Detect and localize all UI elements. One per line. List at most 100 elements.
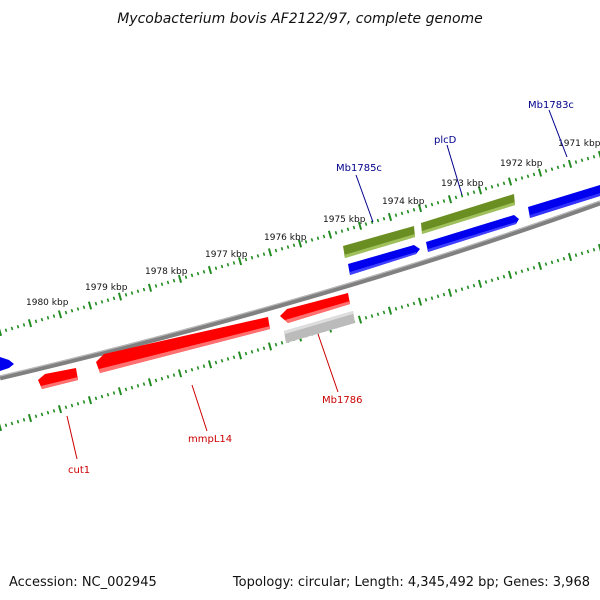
reverse-track-tick: [87, 396, 93, 405]
gene-label-cut1[interactable]: cut1: [68, 465, 90, 476]
forward-track-tick: [376, 218, 380, 223]
forward-track-tick: [0, 328, 3, 337]
gene-label-mb1785c[interactable]: Mb1785c: [336, 163, 382, 174]
genome-backbone-highlight: [0, 200, 600, 377]
kbp-label: 1979 kbp: [85, 283, 128, 293]
forward-track-tick: [532, 172, 536, 177]
reverse-track-tick: [190, 367, 194, 372]
reverse-track-tick: [544, 262, 548, 266]
gene-mmpl14-shadow: [99, 326, 270, 373]
forward-track-tick: [147, 283, 153, 292]
reverse-track-tick: [526, 267, 530, 272]
kbp-label: 1972 kbp: [500, 159, 543, 169]
reverse-track-tick: [202, 364, 206, 368]
reverse-track-tick: [4, 423, 8, 427]
reverse-track-tick: [154, 378, 158, 383]
reverse-track-tick: [40, 412, 44, 417]
reverse-track-tick: [214, 360, 218, 365]
reverse-track-tick: [46, 410, 50, 415]
gene-label-mb1783c[interactable]: Mb1783c: [528, 100, 574, 111]
gene-grey-reverse-shadow: [284, 311, 353, 334]
forward-track-tick: [250, 255, 254, 260]
gene-blue-forward-2-shadow: [350, 252, 416, 275]
reverse-track-tick: [520, 269, 524, 274]
forward-track-tick: [262, 252, 266, 256]
forward-track-tick: [304, 239, 308, 244]
forward-track-tick: [286, 245, 290, 249]
forward-track-tick: [544, 169, 548, 173]
forward-track-tick: [57, 310, 63, 319]
forward-track-tick: [454, 195, 458, 200]
reverse-track-tick: [10, 421, 14, 426]
reverse-track-tick: [406, 303, 410, 308]
forward-track-tick: [100, 300, 104, 304]
reverse-track-tick: [130, 385, 134, 390]
forward-track-tick: [580, 158, 584, 163]
leader-mb1783c: [548, 109, 568, 158]
forward-track-tick: [274, 248, 278, 253]
reverse-track-tick: [142, 382, 146, 386]
gene-label-mb1786[interactable]: Mb1786: [322, 395, 362, 406]
leader-mb1786: [317, 333, 339, 393]
forward-track-tick: [244, 257, 248, 262]
reverse-track-tick: [250, 350, 254, 354]
forward-track-tick: [70, 308, 74, 313]
forward-track-tick: [177, 274, 183, 283]
forward-track-tick: [237, 257, 243, 266]
reverse-track-tick: [477, 279, 483, 288]
reverse-track-tick: [237, 351, 243, 360]
gene-grey-reverse[interactable]: [284, 311, 355, 343]
gene-cut1-shadow: [41, 377, 78, 389]
reverse-track-tick: [34, 414, 38, 419]
forward-track-tick: [184, 275, 188, 279]
gene-mb1783c[interactable]: [528, 185, 600, 218]
reverse-track-tick: [447, 288, 453, 297]
gene-plcd-shadow: [422, 202, 515, 234]
forward-track-tick: [280, 247, 284, 251]
forward-track-tick: [10, 326, 14, 331]
forward-track-tick: [490, 185, 494, 189]
forward-track-tick: [87, 301, 93, 310]
forward-track-tick: [550, 167, 554, 171]
gene-mb1785c-shadow: [344, 234, 415, 258]
leader-mmpl14: [191, 384, 208, 432]
reverse-track-tick: [592, 248, 596, 252]
kbp-label: 1971 kbp: [558, 139, 600, 149]
gene-labels: Mb1783c plcD Mb1785c Mb1786 mmpL14 cut1: [68, 100, 574, 476]
accession-text: Accession: NC_002945: [9, 575, 157, 590]
forward-track-tick: [82, 305, 86, 310]
forward-track-tick: [556, 165, 560, 170]
reverse-track-tick: [466, 285, 470, 290]
gene-cut1[interactable]: [38, 368, 78, 389]
forward-track-tick: [214, 266, 218, 271]
forward-track-tick: [592, 154, 596, 159]
forward-track-tick: [436, 201, 440, 205]
reverse-track-tick: [27, 413, 33, 423]
reverse-track-tick: [412, 301, 416, 306]
leader-plcd: [446, 144, 463, 196]
forward-track-tick: [292, 243, 296, 248]
reverse-genes: [38, 293, 355, 389]
forward-track-tick: [220, 264, 224, 269]
reverse-track-tick: [357, 315, 363, 324]
forward-track-tick: [154, 284, 158, 288]
reverse-track-tick: [232, 355, 236, 359]
gene-label-plcd[interactable]: plcD: [434, 135, 457, 146]
forward-track-tick: [466, 192, 470, 196]
reverse-track-tick: [280, 341, 284, 345]
forward-track-tick: [297, 239, 303, 248]
reverse-track-tick: [22, 418, 26, 422]
gene-blue-left-edge[interactable]: [0, 357, 14, 371]
reverse-track-tick: [376, 312, 380, 317]
forward-track-tick: [447, 195, 453, 204]
gene-mb1786[interactable]: [280, 293, 350, 323]
gene-mb1783c-shadow: [530, 193, 600, 218]
reverse-track-tick: [274, 342, 278, 347]
reverse-track-tick: [147, 378, 153, 387]
reverse-track-tick: [382, 310, 386, 315]
forward-track-tick: [232, 261, 236, 265]
reverse-track-tick: [537, 261, 543, 270]
forward-track-tick: [267, 248, 273, 257]
gene-label-mmpl14[interactable]: mmpL14: [188, 434, 232, 445]
